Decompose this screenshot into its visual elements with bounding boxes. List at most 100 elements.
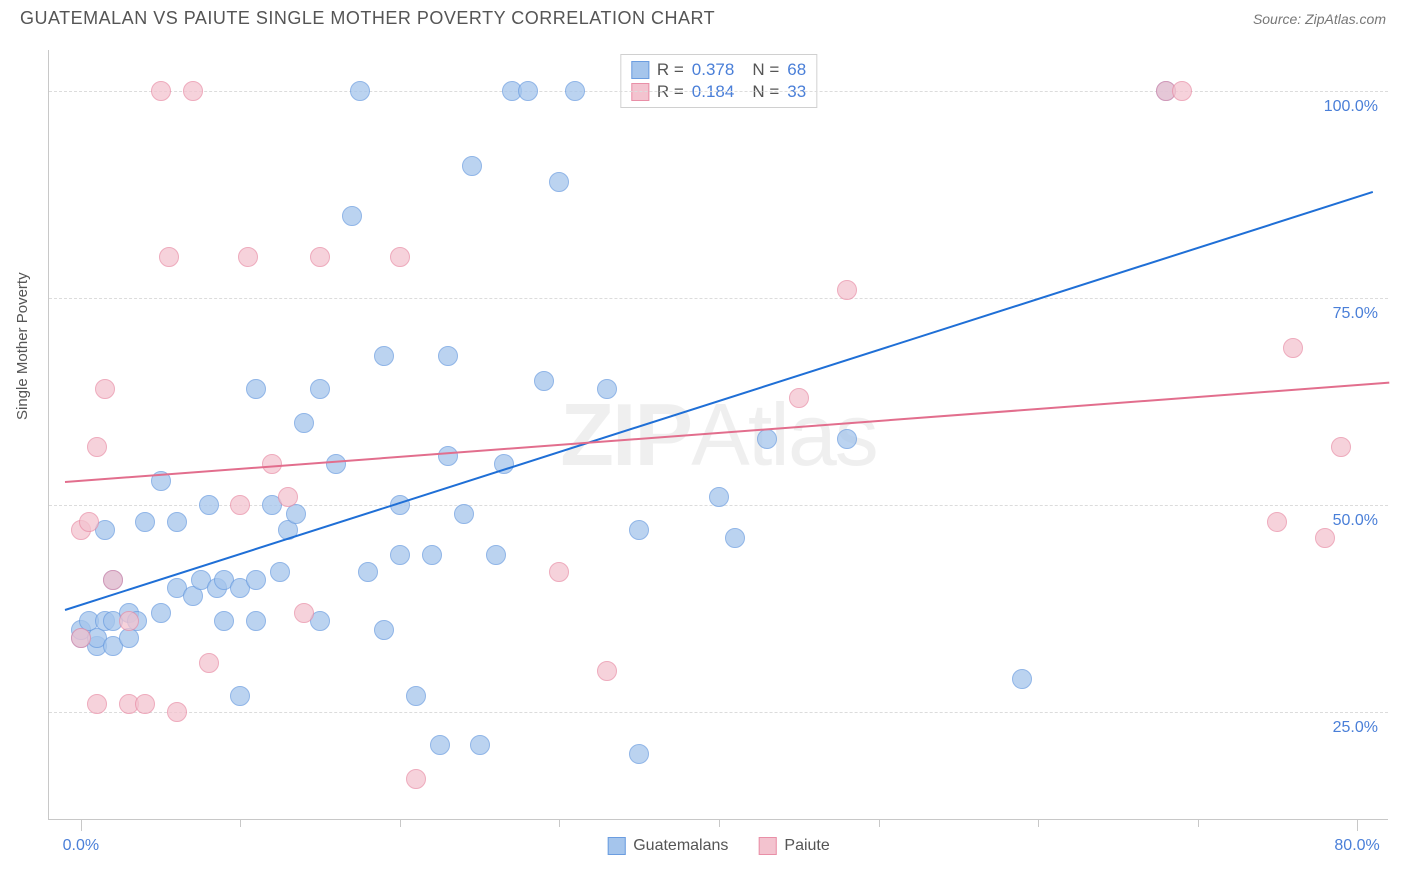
data-point — [87, 437, 107, 457]
gridline-horizontal — [49, 712, 1388, 713]
x-tick — [879, 819, 880, 827]
data-point — [565, 81, 585, 101]
y-tick-label: 100.0% — [1324, 98, 1378, 116]
data-point — [278, 487, 298, 507]
data-point — [326, 454, 346, 474]
data-point — [214, 611, 234, 631]
data-point — [629, 744, 649, 764]
data-point — [757, 429, 777, 449]
gridline-horizontal — [49, 298, 1388, 299]
data-point — [837, 429, 857, 449]
data-point — [159, 247, 179, 267]
data-point — [199, 495, 219, 515]
y-axis-label: Single Mother Poverty — [14, 272, 31, 420]
data-point — [294, 413, 314, 433]
data-point — [438, 446, 458, 466]
source-label: Source: ZipAtlas.com — [1253, 11, 1386, 27]
data-point — [230, 495, 250, 515]
data-point — [486, 545, 506, 565]
data-point — [390, 247, 410, 267]
data-point — [358, 562, 378, 582]
data-point — [390, 545, 410, 565]
data-point — [1172, 81, 1192, 101]
legend-label: Guatemalans — [633, 837, 728, 855]
data-point — [518, 81, 538, 101]
x-tick — [1357, 819, 1358, 831]
data-point — [79, 512, 99, 532]
legend-swatch — [758, 837, 776, 855]
x-tick-label: 0.0% — [63, 837, 99, 855]
legend-item: Guatemalans — [607, 837, 728, 855]
data-point — [238, 247, 258, 267]
data-point — [1331, 437, 1351, 457]
chart-title: GUATEMALAN VS PAIUTE SINGLE MOTHER POVER… — [20, 8, 715, 29]
x-tick — [719, 819, 720, 827]
data-point — [310, 379, 330, 399]
data-point — [350, 81, 370, 101]
data-point — [470, 735, 490, 755]
x-tick — [240, 819, 241, 827]
data-point — [1012, 669, 1032, 689]
data-point — [438, 346, 458, 366]
data-point — [270, 562, 290, 582]
x-tick — [81, 819, 82, 831]
scatter-plot: ZIPAtlas R = 0.378 N = 68 R = 0.184 N = … — [48, 50, 1388, 820]
data-point — [789, 388, 809, 408]
data-point — [95, 379, 115, 399]
data-point — [837, 280, 857, 300]
data-point — [1283, 338, 1303, 358]
data-point — [342, 206, 362, 226]
data-point — [549, 562, 569, 582]
data-point — [374, 346, 394, 366]
data-point — [1315, 528, 1335, 548]
data-point — [629, 520, 649, 540]
data-point — [549, 172, 569, 192]
data-point — [422, 545, 442, 565]
y-tick-label: 75.0% — [1333, 305, 1378, 323]
data-point — [199, 653, 219, 673]
x-tick — [1198, 819, 1199, 827]
y-tick-label: 50.0% — [1333, 512, 1378, 530]
data-point — [294, 603, 314, 623]
r-label: R = — [657, 60, 684, 80]
data-point — [246, 611, 266, 631]
x-tick — [1038, 819, 1039, 827]
x-tick — [559, 819, 560, 827]
data-point — [71, 628, 91, 648]
trend-line — [65, 191, 1374, 611]
legend-swatch — [607, 837, 625, 855]
data-point — [167, 702, 187, 722]
data-point — [246, 570, 266, 590]
data-point — [597, 379, 617, 399]
x-tick — [400, 819, 401, 827]
data-point — [135, 512, 155, 532]
data-point — [183, 81, 203, 101]
data-point — [87, 694, 107, 714]
data-point — [406, 686, 426, 706]
series-legend: Guatemalans Paiute — [607, 837, 830, 855]
data-point — [534, 371, 554, 391]
data-point — [597, 661, 617, 681]
stats-legend: R = 0.378 N = 68 R = 0.184 N = 33 — [620, 54, 817, 108]
data-point — [167, 512, 187, 532]
stats-legend-row: R = 0.378 N = 68 — [631, 59, 806, 81]
header: GUATEMALAN VS PAIUTE SINGLE MOTHER POVER… — [0, 0, 1406, 29]
data-point — [230, 686, 250, 706]
legend-item: Paiute — [758, 837, 829, 855]
data-point — [406, 769, 426, 789]
data-point — [310, 247, 330, 267]
data-point — [709, 487, 729, 507]
n-value: 68 — [787, 60, 806, 80]
data-point — [246, 379, 266, 399]
data-point — [462, 156, 482, 176]
data-point — [1267, 512, 1287, 532]
legend-swatch — [631, 61, 649, 79]
legend-label: Paiute — [784, 837, 829, 855]
data-point — [103, 570, 123, 590]
data-point — [725, 528, 745, 548]
x-tick-label: 80.0% — [1334, 837, 1379, 855]
data-point — [119, 611, 139, 631]
r-value: 0.378 — [692, 60, 735, 80]
n-label: N = — [752, 60, 779, 80]
data-point — [454, 504, 474, 524]
